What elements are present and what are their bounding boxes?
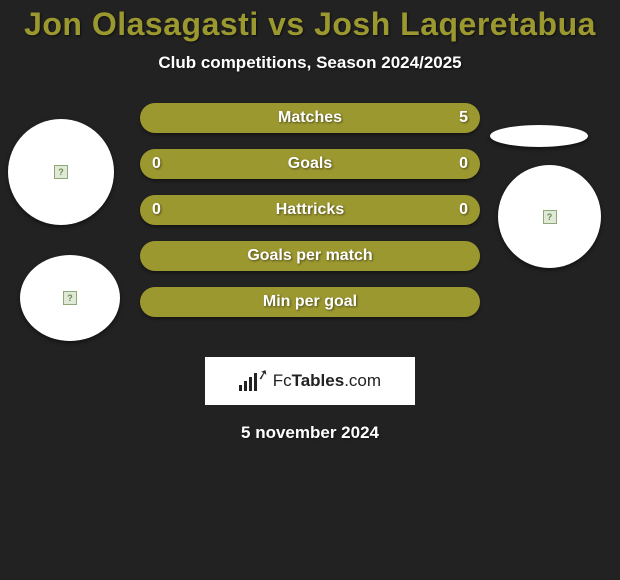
stat-left-value: 0 [152,201,161,219]
stat-label: Hattricks [276,201,344,219]
logo-fc: Fc [273,371,292,390]
logo-bars-icon [239,371,257,391]
date-label: 5 november 2024 [0,423,620,443]
player-right-ellipse [490,125,588,147]
fctables-logo: ➚ FcTables.com [205,357,415,405]
player-right-avatar: ? [498,165,601,268]
stat-bar: 0 Goals 0 [140,149,480,179]
player-left-avatar-2: ? [20,255,120,341]
stat-left-value: 0 [152,155,161,173]
stat-right-value: 0 [459,155,468,173]
stat-bar: Goals per match [140,241,480,271]
stat-right-value: 5 [459,109,468,127]
stat-bars: Matches 5 0 Goals 0 0 Hattricks 0 Goals per matc… [140,103,480,333]
page-title: Jon Olasagasti vs Josh Laqeretabua [0,0,620,43]
logo-tables: Tables [292,371,345,390]
logo-com: .com [344,371,381,390]
subtitle: Club competitions, Season 2024/2025 [0,53,620,73]
logo-text: FcTables.com [273,371,381,391]
logo-arrow-icon: ➚ [255,364,271,383]
comparison-area: ? ? ? Matches 5 0 Goals 0 0 Hattricks 0 Goals pe… [0,103,620,343]
stat-bar: Min per goal [140,287,480,317]
stat-label: Min per goal [263,293,357,311]
player-left-avatar: ? [8,119,114,225]
image-placeholder-icon: ? [63,291,77,305]
stat-label: Goals per match [247,247,372,265]
stat-bar: Matches 5 [140,103,480,133]
stat-label: Goals [288,155,332,173]
image-placeholder-icon: ? [543,210,557,224]
stat-bar: 0 Hattricks 0 [140,195,480,225]
image-placeholder-icon: ? [54,165,68,179]
stat-label: Matches [278,109,342,127]
stat-right-value: 0 [459,201,468,219]
